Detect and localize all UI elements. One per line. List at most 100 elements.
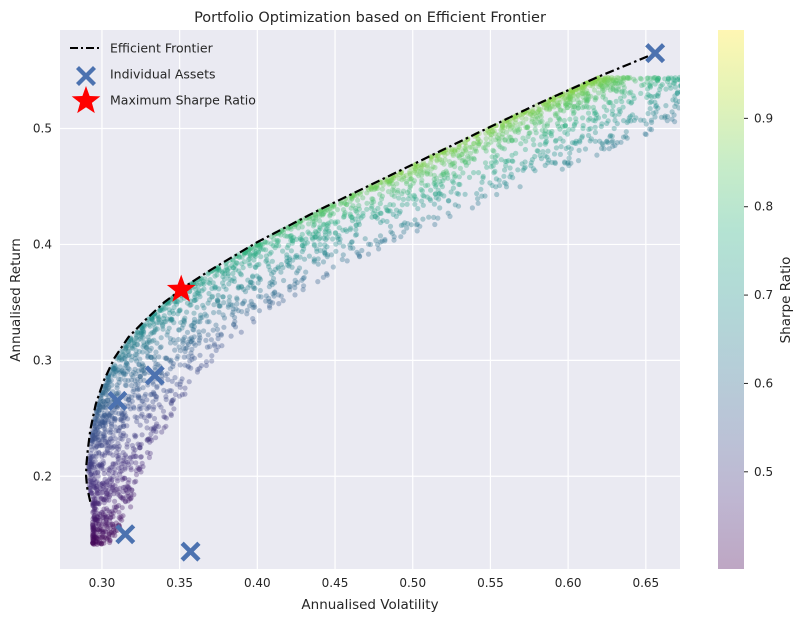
- portfolio-point: [242, 250, 248, 256]
- portfolio-point: [419, 180, 425, 186]
- portfolio-point: [475, 141, 481, 147]
- portfolio-point: [276, 243, 282, 249]
- portfolio-point: [103, 485, 109, 491]
- portfolio-point: [326, 228, 332, 234]
- portfolio-point: [215, 265, 221, 271]
- portfolio-point: [602, 75, 609, 81]
- portfolio-point: [93, 538, 99, 544]
- portfolio-point: [129, 487, 135, 493]
- portfolio-point: [413, 222, 420, 228]
- portfolio-point: [201, 305, 207, 311]
- portfolio-point: [105, 379, 111, 385]
- portfolio-point: [264, 257, 270, 263]
- portfolio-point: [624, 119, 630, 126]
- portfolio-point: [96, 511, 103, 517]
- portfolio-point: [505, 138, 512, 144]
- portfolio-point: [607, 83, 613, 89]
- portfolio-point: [212, 273, 218, 279]
- portfolio-point: [250, 273, 256, 279]
- portfolio-point: [144, 344, 150, 350]
- portfolio-point: [107, 465, 113, 471]
- portfolio-point: [137, 356, 143, 362]
- portfolio-point: [127, 496, 133, 502]
- portfolio-point: [140, 464, 146, 470]
- portfolio-point: [162, 355, 168, 361]
- portfolio-point: [120, 411, 126, 417]
- portfolio-point: [582, 97, 588, 103]
- portfolio-point: [335, 236, 341, 242]
- portfolio-point: [435, 215, 441, 221]
- portfolio-point: [117, 516, 123, 522]
- portfolio-point: [149, 330, 155, 336]
- portfolio-point: [214, 267, 220, 273]
- portfolio-point: [404, 201, 410, 207]
- portfolio-point: [91, 483, 97, 490]
- portfolio-point: [574, 97, 581, 103]
- portfolio-point: [767, 77, 772, 82]
- portfolio-point: [520, 167, 526, 173]
- portfolio-point: [227, 294, 233, 300]
- portfolio-point: [256, 275, 262, 281]
- portfolio-point: [139, 368, 145, 374]
- portfolio-point: [676, 74, 680, 81]
- portfolio-point: [582, 83, 588, 89]
- portfolio-point: [462, 145, 468, 151]
- portfolio-point: [152, 325, 158, 331]
- portfolio-point: [330, 264, 336, 270]
- portfolio-point: [181, 317, 187, 323]
- portfolio-point: [520, 135, 526, 141]
- portfolio-point: [88, 482, 94, 488]
- portfolio-point: [138, 405, 144, 411]
- portfolio-point: [225, 273, 231, 279]
- portfolio-point: [136, 362, 142, 368]
- portfolio-point: [488, 164, 494, 170]
- portfolio-point: [690, 108, 695, 113]
- portfolio-point: [681, 107, 686, 112]
- portfolio-point: [88, 471, 94, 478]
- portfolio-point: [91, 453, 97, 459]
- portfolio-point: [107, 515, 113, 521]
- portfolio-point: [527, 130, 533, 136]
- portfolio-point: [148, 331, 154, 337]
- portfolio-point: [139, 364, 145, 370]
- portfolio-point: [466, 155, 472, 161]
- portfolio-point: [198, 312, 204, 318]
- portfolio-point: [140, 344, 146, 350]
- portfolio-point: [314, 246, 320, 252]
- portfolio-point: [100, 480, 106, 486]
- portfolio-point: [462, 139, 468, 145]
- portfolio-point: [322, 232, 328, 238]
- portfolio-point: [627, 113, 634, 119]
- portfolio-point: [313, 216, 319, 222]
- portfolio-point: [104, 413, 110, 420]
- portfolio-point: [139, 327, 145, 333]
- portfolio-point: [90, 530, 96, 536]
- portfolio-point: [132, 352, 139, 358]
- portfolio-point: [499, 134, 505, 140]
- portfolio-point: [324, 254, 330, 260]
- portfolio-point: [567, 100, 574, 106]
- portfolio-point: [191, 340, 197, 346]
- portfolio-point: [195, 366, 201, 373]
- portfolio-point: [323, 236, 329, 243]
- portfolio-point: [92, 429, 99, 435]
- portfolio-point: [333, 241, 339, 247]
- portfolio-point: [116, 452, 122, 458]
- portfolio-point: [587, 126, 594, 132]
- portfolio-point: [99, 407, 105, 413]
- portfolio-point: [626, 90, 632, 96]
- portfolio-point: [269, 282, 275, 288]
- portfolio-point: [215, 298, 221, 304]
- portfolio-point: [90, 540, 96, 546]
- portfolio-point: [509, 138, 515, 144]
- portfolio-point: [189, 337, 195, 343]
- portfolio-point: [371, 199, 377, 205]
- portfolio-point: [93, 520, 99, 526]
- colorbar-tick-label: 0.6: [754, 376, 773, 390]
- portfolio-point: [352, 216, 358, 222]
- portfolio-point: [172, 347, 178, 353]
- portfolio-point: [106, 439, 112, 445]
- portfolio-point: [481, 145, 487, 151]
- portfolio-point: [87, 461, 93, 467]
